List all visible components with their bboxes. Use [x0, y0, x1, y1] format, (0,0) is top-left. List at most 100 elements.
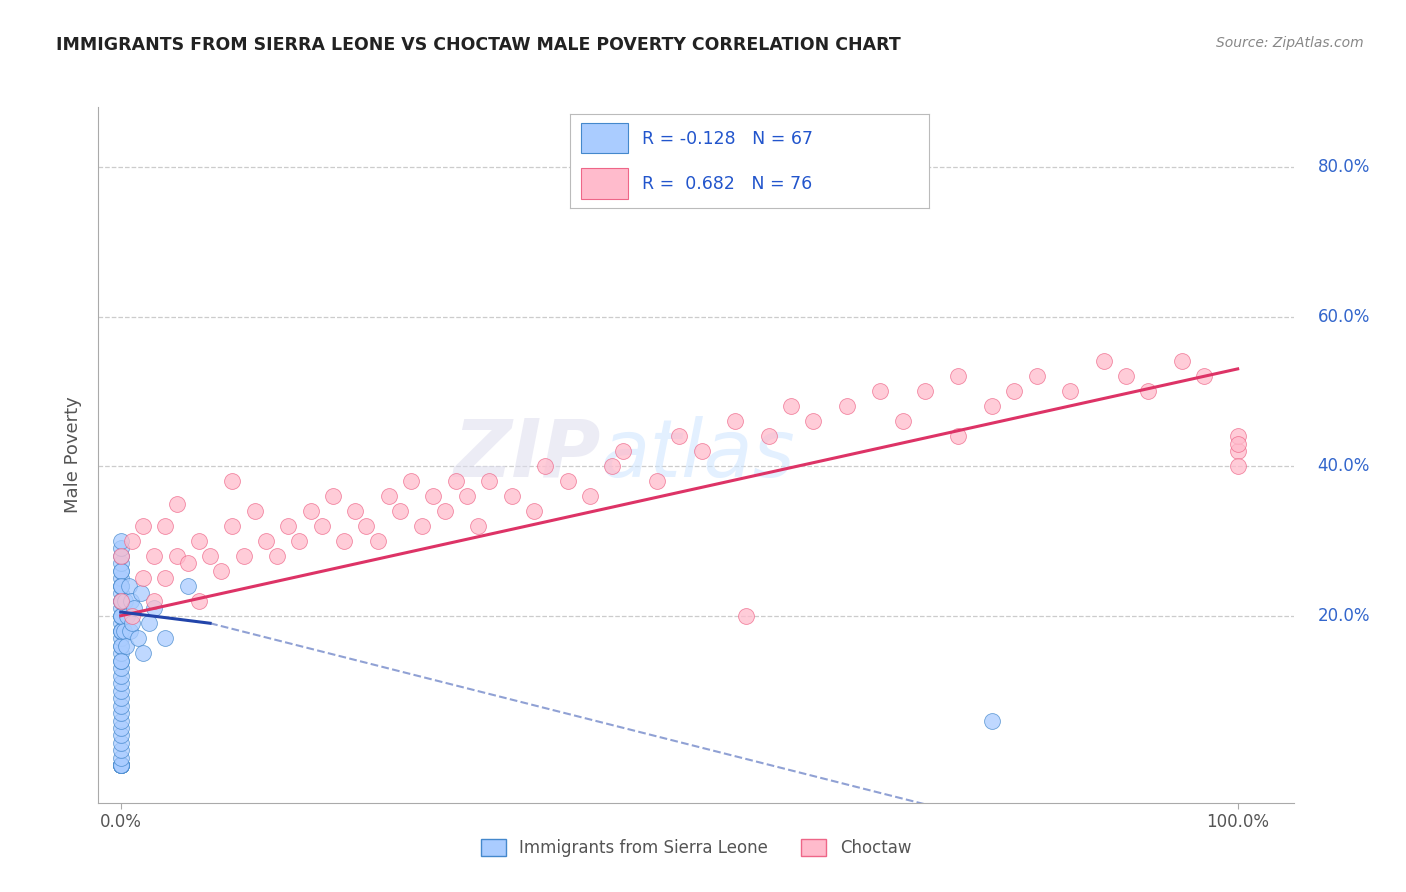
Point: [1115, 369, 1137, 384]
Point: [121, 533, 143, 548]
Point: [110, 616, 132, 631]
Text: 80.0%: 80.0%: [1317, 158, 1369, 176]
Point: [166, 497, 188, 511]
Point: [155, 571, 177, 585]
Point: [110, 564, 132, 578]
Point: [835, 399, 858, 413]
Point: [187, 533, 209, 548]
Point: [333, 533, 356, 548]
Point: [523, 504, 546, 518]
Point: [110, 691, 132, 706]
Point: [198, 549, 221, 563]
Point: [177, 579, 200, 593]
Point: [1059, 384, 1081, 399]
Point: [1226, 444, 1249, 458]
Point: [534, 459, 557, 474]
Point: [110, 579, 132, 593]
Point: [121, 608, 143, 623]
Legend: Immigrants from Sierra Leone, Choctaw: Immigrants from Sierra Leone, Choctaw: [474, 832, 918, 864]
Point: [724, 414, 747, 428]
Point: [378, 489, 401, 503]
Point: [433, 504, 456, 518]
Point: [110, 654, 132, 668]
Point: [110, 758, 132, 772]
Point: [1025, 369, 1047, 384]
Point: [612, 444, 634, 458]
Point: [221, 519, 243, 533]
Point: [1171, 354, 1194, 368]
Point: [110, 608, 132, 623]
Point: [344, 504, 367, 518]
Point: [780, 399, 803, 413]
Point: [110, 564, 132, 578]
Point: [166, 549, 188, 563]
Point: [143, 594, 166, 608]
Point: [110, 758, 132, 772]
Point: [110, 594, 132, 608]
Text: ZIP: ZIP: [453, 416, 600, 494]
Point: [132, 571, 155, 585]
Point: [981, 399, 1004, 413]
Point: [243, 504, 266, 518]
Point: [221, 474, 243, 488]
Point: [948, 429, 970, 443]
Point: [110, 541, 132, 556]
Point: [110, 683, 132, 698]
Point: [1137, 384, 1160, 399]
Point: [288, 533, 311, 548]
Point: [110, 579, 132, 593]
Point: [948, 369, 970, 384]
Point: [299, 504, 322, 518]
Point: [1226, 436, 1249, 450]
Point: [129, 586, 152, 600]
Point: [143, 549, 166, 563]
Point: [110, 586, 132, 600]
Point: [232, 549, 254, 563]
Point: [467, 519, 489, 533]
Point: [110, 571, 132, 585]
Point: [110, 758, 132, 772]
Point: [367, 533, 389, 548]
Point: [356, 519, 378, 533]
Point: [645, 474, 668, 488]
Point: [110, 549, 132, 563]
Point: [1226, 429, 1249, 443]
Point: [110, 758, 132, 772]
Point: [117, 608, 139, 623]
Point: [110, 729, 132, 743]
Point: [110, 714, 132, 728]
Point: [254, 533, 277, 548]
Point: [914, 384, 936, 399]
Point: [579, 489, 602, 503]
Point: [981, 714, 1004, 728]
Point: [110, 608, 132, 623]
Point: [143, 601, 166, 615]
Text: 40.0%: 40.0%: [1317, 457, 1369, 475]
Point: [110, 661, 132, 675]
Point: [1192, 369, 1215, 384]
Point: [110, 743, 132, 757]
Point: [501, 489, 523, 503]
Point: [891, 414, 914, 428]
Point: [110, 608, 132, 623]
Point: [110, 676, 132, 690]
Point: [127, 631, 149, 645]
Point: [117, 579, 139, 593]
Point: [110, 758, 132, 772]
Point: [110, 736, 132, 750]
Point: [110, 758, 132, 772]
Point: [110, 751, 132, 765]
Point: [668, 429, 690, 443]
Text: IMMIGRANTS FROM SIERRA LEONE VS CHOCTAW MALE POVERTY CORRELATION CHART: IMMIGRANTS FROM SIERRA LEONE VS CHOCTAW …: [56, 36, 901, 54]
Point: [388, 504, 411, 518]
Point: [399, 474, 422, 488]
Point: [411, 519, 433, 533]
Point: [110, 698, 132, 713]
Point: [735, 608, 758, 623]
Point: [110, 557, 132, 571]
Point: [277, 519, 299, 533]
Point: [110, 594, 132, 608]
Point: [444, 474, 467, 488]
Point: [322, 489, 344, 503]
Point: [187, 594, 209, 608]
